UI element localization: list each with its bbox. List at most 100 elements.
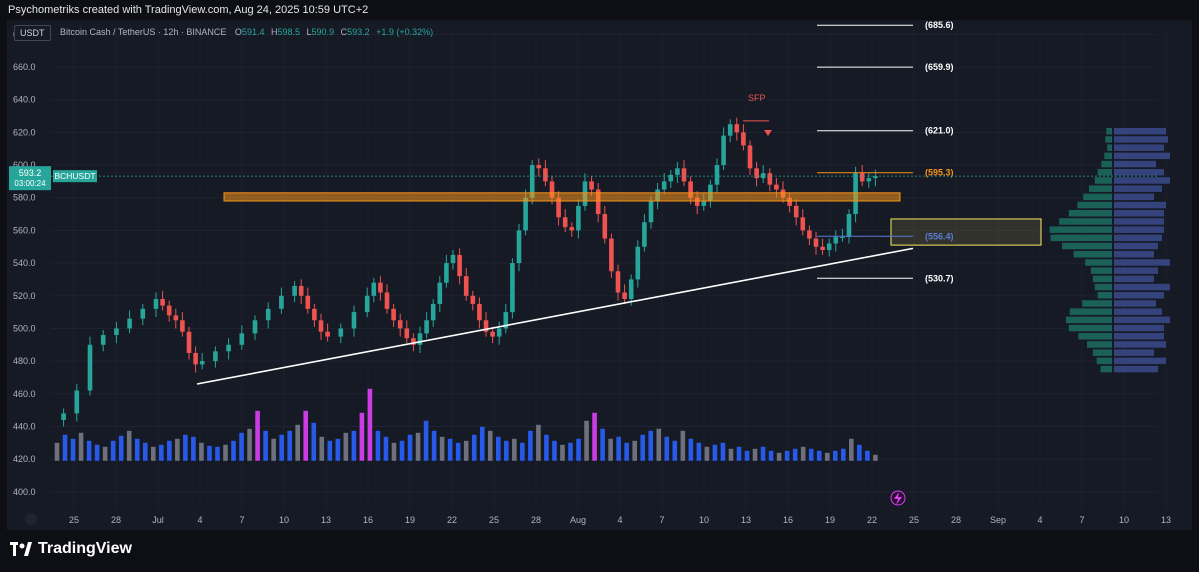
y-tick-label: 640.0: [13, 95, 36, 105]
x-tick-label: 13: [321, 515, 331, 525]
x-tick-label: 19: [825, 515, 835, 525]
volume-bar: [704, 446, 710, 461]
candle-body: [787, 197, 792, 206]
symbol-legend: Bitcoin Cash / TetherUS · 12h · BINANCE …: [60, 27, 433, 37]
level-label: (530.7): [925, 273, 954, 283]
volume-profile-bar: [1069, 308, 1112, 315]
volume-profile-bar: [1090, 267, 1112, 274]
open-value: 591.4: [241, 27, 265, 37]
x-tick-label: 28: [531, 515, 541, 525]
candle-body: [714, 165, 720, 185]
volume-profile-bar: [1114, 218, 1164, 225]
volume-bar: [279, 434, 284, 461]
volume-bar: [800, 446, 806, 461]
candle-body: [701, 200, 707, 206]
volume-bar: [311, 422, 317, 461]
volume-profile-bar: [1068, 210, 1112, 217]
x-tick-label: 4: [1037, 515, 1042, 525]
candle-body: [483, 320, 489, 332]
volume-bar: [231, 440, 236, 461]
volume-profile-bar: [1059, 218, 1112, 225]
candle-body: [873, 176, 878, 179]
volume-bar: [399, 440, 405, 461]
candle-body: [576, 205, 581, 231]
volume-bar: [199, 442, 204, 461]
x-tick-label: 22: [867, 515, 877, 525]
y-tick-label: 480.0: [13, 356, 36, 366]
volume-profile-bar: [1097, 169, 1112, 176]
volume-bar: [447, 438, 453, 461]
footer-bar: [0, 530, 1199, 572]
level-label: (685.6): [925, 20, 954, 30]
volume-profile-bar: [1114, 210, 1164, 217]
tradingview-logo[interactable]: TradingView: [10, 540, 132, 558]
candle-body: [351, 312, 357, 329]
candle-body: [279, 295, 284, 309]
volume-profile-bar: [1114, 185, 1162, 192]
volume-profile-bar: [1114, 152, 1170, 160]
candle-body: [153, 299, 159, 309]
volume-profile-bar: [1097, 292, 1112, 299]
y-tick-label: 520.0: [13, 291, 36, 301]
x-tick-label: Sep: [990, 515, 1006, 525]
volume-profile-bar: [1114, 316, 1170, 324]
candle-body: [760, 173, 766, 179]
candle-body: [318, 320, 324, 332]
volume-bar: [536, 424, 541, 461]
y-tick-label: 660.0: [13, 62, 36, 72]
volume-profile-bar: [1114, 201, 1166, 209]
volume-bar: [680, 430, 686, 461]
volume-bar: [736, 446, 742, 461]
volume-profile-bar: [1114, 349, 1154, 356]
sfp-label: SFP: [748, 93, 766, 103]
candle-body: [510, 263, 515, 313]
volume-bar: [319, 436, 325, 461]
volume-bar: [664, 436, 670, 461]
volume-bar: [849, 438, 854, 461]
chart-canvas[interactable]: 680.0660.0640.0620.0600.0580.0560.0540.0…: [7, 20, 1192, 530]
chart-panel[interactable]: 680.0660.0640.0620.0600.0580.0560.0540.0…: [7, 20, 1192, 530]
volume-bar: [463, 440, 469, 461]
candle-body: [615, 271, 621, 293]
volume-profile-bar: [1087, 341, 1112, 348]
candle-body: [391, 308, 396, 321]
candle-body: [833, 236, 839, 244]
candle-body: [239, 333, 245, 345]
volume-profile-bar: [1114, 283, 1170, 291]
candle-body: [602, 214, 608, 239]
candle-body: [87, 344, 93, 391]
candle-body: [826, 243, 832, 251]
x-tick-label: Jul: [152, 515, 164, 525]
volume-profile-bar: [1049, 226, 1112, 233]
volume-bar: [247, 428, 252, 461]
volume-bar: [600, 428, 605, 461]
candle-body: [61, 413, 66, 420]
candle-body: [767, 173, 773, 185]
volume-bar: [760, 446, 766, 461]
currency-badge[interactable]: USDT: [14, 25, 51, 41]
level-label: (556.4): [925, 231, 954, 241]
volume-bar: [808, 448, 814, 461]
volume-bar: [560, 444, 565, 461]
auto-scale-toggle[interactable]: [25, 513, 37, 525]
volume-profile-bar: [1114, 128, 1166, 135]
volume-profile-bar: [1082, 300, 1112, 307]
candle-body: [470, 295, 476, 304]
orange-zone: [223, 192, 901, 202]
volume-bar: [295, 424, 301, 461]
y-tick-label: 620.0: [13, 127, 36, 137]
candle-body: [734, 124, 740, 133]
volume-bar: [672, 440, 678, 461]
volume-profile-bar: [1068, 324, 1112, 332]
candle-body: [595, 189, 601, 215]
volume-bar: [720, 442, 726, 461]
volume-bar: [608, 438, 613, 461]
volume-profile-bar: [1094, 283, 1112, 291]
candle-body: [622, 292, 627, 300]
volume-bar: [784, 450, 790, 461]
candle-body: [140, 308, 146, 319]
y-tick-label: 400.0: [13, 487, 36, 497]
candle-body: [193, 352, 198, 365]
symbol-badge: [53, 170, 97, 183]
volume-bar: [191, 436, 196, 461]
